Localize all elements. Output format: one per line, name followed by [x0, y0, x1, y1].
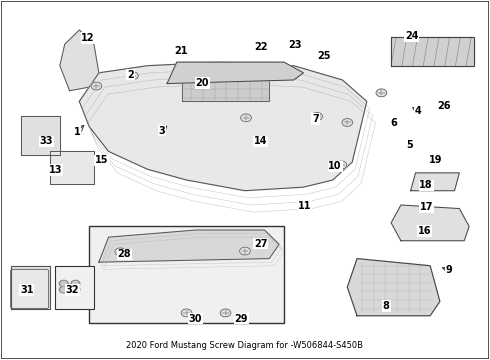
- Bar: [55, 266, 94, 309]
- Circle shape: [181, 309, 192, 317]
- Circle shape: [376, 89, 387, 97]
- Text: 12: 12: [81, 33, 95, 43]
- Text: 27: 27: [254, 239, 268, 249]
- Circle shape: [91, 82, 102, 90]
- Text: 14: 14: [254, 136, 268, 147]
- Polygon shape: [50, 152, 94, 184]
- Text: 21: 21: [174, 46, 188, 56]
- Text: 13: 13: [49, 165, 63, 175]
- Text: 7: 7: [312, 114, 319, 124]
- Circle shape: [59, 287, 68, 293]
- Text: 6: 6: [390, 118, 397, 128]
- Polygon shape: [411, 173, 460, 191]
- Text: 22: 22: [254, 42, 268, 52]
- Polygon shape: [391, 37, 474, 66]
- Circle shape: [220, 309, 231, 317]
- Polygon shape: [79, 62, 367, 191]
- Text: 8: 8: [383, 301, 390, 311]
- Circle shape: [312, 112, 322, 120]
- Text: 24: 24: [405, 31, 418, 41]
- Text: 28: 28: [118, 249, 131, 259]
- Circle shape: [342, 118, 353, 126]
- Polygon shape: [21, 116, 60, 155]
- Text: 3: 3: [159, 126, 166, 136]
- Text: 17: 17: [419, 202, 433, 212]
- Circle shape: [73, 288, 78, 292]
- Circle shape: [240, 247, 250, 255]
- Polygon shape: [60, 30, 99, 91]
- Text: 1: 1: [74, 127, 80, 137]
- Circle shape: [73, 282, 78, 286]
- Text: 31: 31: [20, 285, 33, 295]
- Text: 19: 19: [429, 156, 443, 165]
- Polygon shape: [391, 205, 469, 241]
- Circle shape: [127, 72, 138, 80]
- Text: 4: 4: [415, 107, 421, 116]
- Text: 5: 5: [406, 140, 413, 150]
- Text: 26: 26: [437, 101, 450, 111]
- Text: 2: 2: [127, 69, 134, 80]
- Polygon shape: [99, 230, 279, 262]
- Circle shape: [59, 280, 68, 287]
- Text: 9: 9: [445, 265, 452, 275]
- Text: 10: 10: [328, 161, 342, 171]
- Text: 33: 33: [40, 136, 53, 147]
- Text: 15: 15: [95, 156, 108, 165]
- Polygon shape: [347, 258, 440, 316]
- Circle shape: [61, 282, 67, 286]
- Bar: [89, 226, 284, 323]
- Text: 20: 20: [196, 78, 209, 88]
- Circle shape: [71, 287, 80, 293]
- Circle shape: [71, 280, 80, 287]
- Text: 23: 23: [288, 40, 301, 50]
- Circle shape: [241, 114, 251, 122]
- Polygon shape: [11, 266, 50, 309]
- Text: 32: 32: [65, 285, 79, 295]
- Text: 2020 Ford Mustang Screw Diagram for -W506844-S450B: 2020 Ford Mustang Screw Diagram for -W50…: [126, 341, 364, 350]
- Circle shape: [115, 248, 125, 256]
- Circle shape: [336, 161, 347, 169]
- Polygon shape: [167, 62, 303, 84]
- Text: 30: 30: [189, 314, 202, 324]
- Text: 29: 29: [234, 314, 248, 324]
- Circle shape: [61, 288, 67, 292]
- Text: 18: 18: [419, 180, 433, 190]
- Text: 25: 25: [317, 51, 331, 61]
- Text: 16: 16: [417, 226, 431, 236]
- Polygon shape: [182, 62, 270, 102]
- Text: 11: 11: [298, 201, 311, 211]
